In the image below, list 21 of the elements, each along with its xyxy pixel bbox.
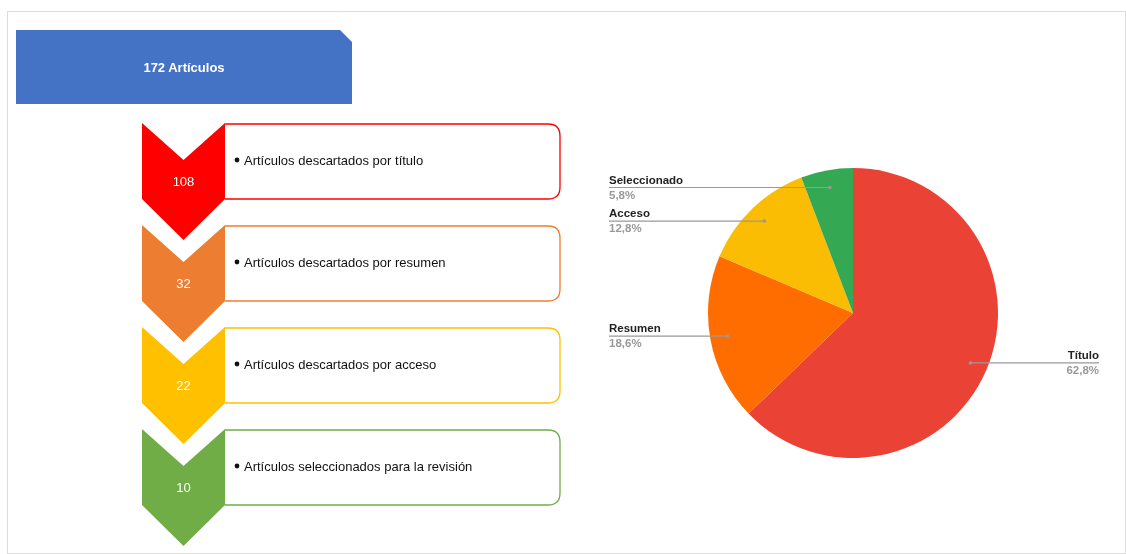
data-label: 5,8% (609, 188, 636, 201)
slice-label: Resumen (609, 322, 661, 335)
data-label: 18,6% (609, 337, 642, 350)
category-label: Artículos descartados por título (244, 153, 424, 168)
pie-slice (748, 168, 998, 458)
slice-label: Título (1067, 348, 1099, 361)
pie-slice (708, 256, 853, 414)
data-label: 22 (176, 378, 191, 393)
category-label: Artículos descartados por acceso (244, 357, 437, 372)
slice-label: Acceso (609, 207, 650, 220)
data-label: 12,8% (609, 222, 642, 235)
pie-slice (801, 168, 853, 313)
data-label: 108 (172, 174, 195, 189)
data-label: 10 (176, 480, 191, 495)
data-label: 62,8% (1066, 363, 1099, 376)
pie-slice (719, 177, 853, 313)
slice-label: Seleccionado (609, 173, 684, 186)
text: 172 Artículos (143, 60, 225, 75)
data-label: 32 (176, 276, 191, 291)
category-label: Artículos seleccionados para la revisión (244, 459, 473, 474)
category-label: Artículos descartados por resumen (244, 255, 446, 270)
